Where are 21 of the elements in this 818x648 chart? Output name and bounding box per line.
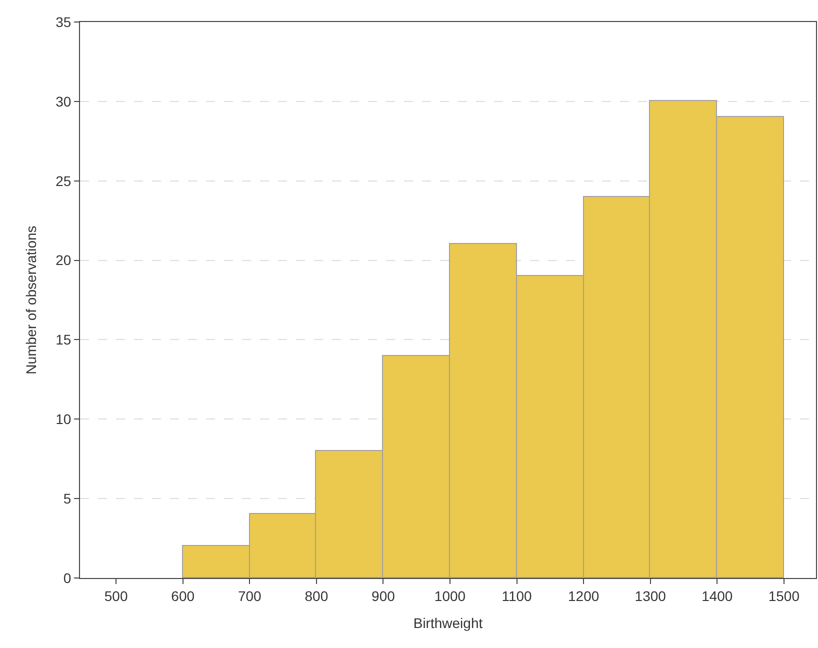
x-tick-label: 1000 [434, 588, 466, 604]
y-tick-label: 0 [63, 570, 72, 586]
y-axis-title: Number of observations [23, 226, 40, 374]
x-tick-label: 700 [238, 588, 262, 604]
x-tick-label: 1200 [568, 588, 600, 604]
y-tick-label: 35 [56, 14, 72, 30]
y-tick-label: 15 [56, 332, 72, 348]
x-tick-label: 1300 [634, 588, 666, 604]
y-tick-label: 30 [56, 93, 72, 110]
x-tick-label: 600 [171, 588, 195, 604]
x-tick-label: 1500 [768, 588, 800, 604]
y-tick-label: 20 [56, 252, 72, 268]
x-tick-label: 1400 [702, 588, 733, 604]
y-tick-label: 10 [56, 411, 72, 428]
x-tick-label: 800 [304, 588, 328, 604]
y-tick-label: 5 [63, 490, 72, 506]
x-tick-label: 1100 [502, 588, 532, 604]
x-tick-label: 500 [104, 588, 128, 604]
y-tick-label: 25 [56, 172, 72, 189]
x-tick-label: 900 [372, 588, 396, 604]
x-axis-title: Birthweight [413, 615, 483, 632]
